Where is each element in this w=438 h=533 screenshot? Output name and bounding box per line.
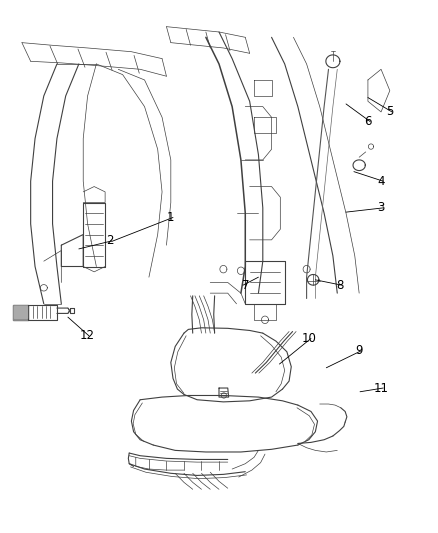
Text: 11: 11: [374, 382, 389, 394]
Text: 6: 6: [364, 115, 372, 128]
Text: 10: 10: [301, 332, 316, 345]
Text: 3: 3: [378, 201, 385, 214]
Polygon shape: [13, 305, 28, 320]
Polygon shape: [14, 306, 27, 318]
Text: 2: 2: [106, 235, 113, 247]
Text: 1: 1: [167, 211, 175, 224]
Text: 12: 12: [79, 329, 94, 342]
Text: 9: 9: [355, 344, 363, 357]
Text: 4: 4: [377, 175, 385, 188]
Text: 8: 8: [336, 279, 343, 292]
Text: 7: 7: [241, 279, 249, 292]
Text: 5: 5: [386, 106, 393, 118]
